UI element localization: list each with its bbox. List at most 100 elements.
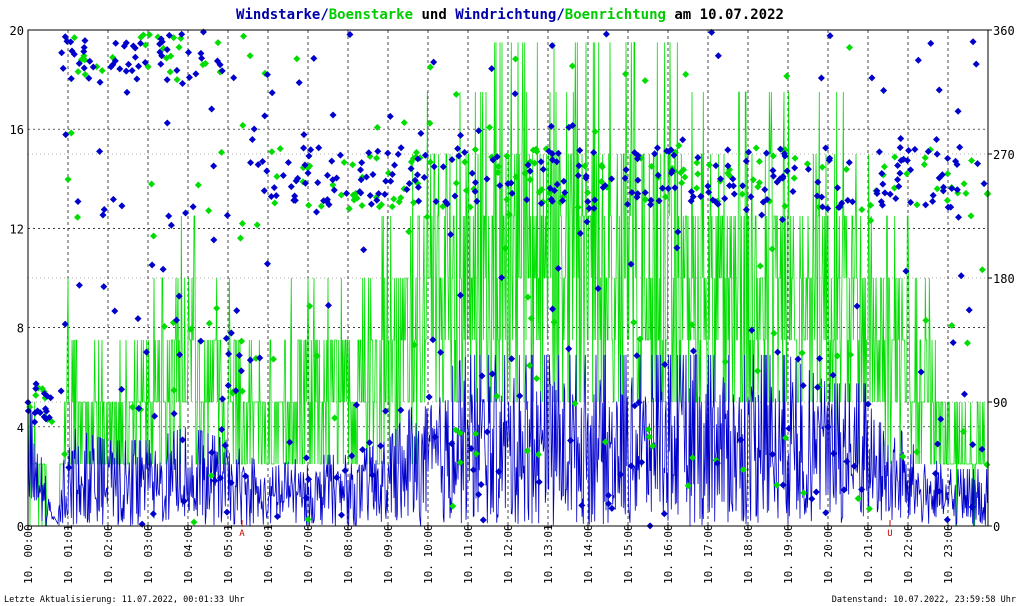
wind-direction-point: [323, 171, 331, 179]
wind-direction-point: [123, 88, 131, 96]
wind-direction-point: [373, 196, 381, 204]
wind-direction-point: [816, 355, 824, 363]
wind-direction-point: [366, 439, 374, 447]
wind-direction-point: [725, 182, 733, 190]
wind-direction-point: [627, 260, 635, 268]
wind-direction-point: [907, 166, 915, 174]
gust-direction-point: [681, 173, 689, 181]
gust-direction-point: [64, 175, 72, 183]
wind-direction-point: [584, 198, 592, 206]
wind-direction-point: [717, 175, 725, 183]
gust-direction-point: [238, 219, 246, 227]
wind-direction-point: [590, 149, 598, 157]
right-tick-label: 180: [993, 272, 1015, 286]
gust-direction-point: [426, 158, 434, 166]
gust-direction-point: [187, 325, 195, 333]
gust-direction-point: [411, 341, 419, 349]
wind-direction-point: [879, 180, 887, 188]
gust-direction-point: [680, 166, 688, 174]
wind-direction-point: [431, 433, 439, 441]
wind-direction-point: [814, 178, 822, 186]
wind-direction-point: [880, 86, 888, 94]
wind-direction-point: [384, 149, 392, 157]
gust-direction-point: [81, 71, 89, 79]
wind-direction-point: [178, 79, 186, 87]
gust-direction-point: [273, 172, 281, 180]
gust-direction-point: [128, 403, 136, 411]
wind-direction-point: [178, 30, 186, 38]
wind-direction-point: [948, 184, 956, 192]
x-tick-label: 10. 16:00: [662, 524, 675, 584]
wind-direction-point: [430, 163, 438, 171]
wind-direction-point: [694, 154, 702, 162]
x-tick-label: 10. 19:00: [782, 524, 795, 584]
wind-direction-point: [539, 165, 547, 173]
wind-direction-point: [742, 157, 750, 165]
wind-direction-point: [724, 162, 732, 170]
gust-direction-point: [773, 481, 781, 489]
wind-direction-point: [365, 149, 373, 157]
gust-direction-point: [644, 425, 652, 433]
wind-direction-point: [109, 195, 117, 203]
wind-series-line: [27, 354, 988, 527]
wind-direction-point: [830, 450, 838, 458]
wind-direction-point: [574, 172, 582, 180]
wind-direction-point: [210, 236, 218, 244]
gust-direction-point: [867, 216, 875, 224]
wind-direction-point: [969, 441, 977, 449]
wind-direction-point: [224, 381, 232, 389]
wind-direction-point: [665, 147, 673, 155]
wind-direction-point: [324, 301, 332, 309]
gust-direction-point: [693, 159, 701, 167]
wind-direction-point: [980, 180, 988, 188]
wind-direction-point: [954, 107, 962, 115]
wind-direction-point: [972, 60, 980, 68]
wind-direction-point: [287, 183, 295, 191]
gust-direction-point: [190, 518, 198, 526]
wind-direction-point: [377, 442, 385, 450]
wind-direction-point: [483, 428, 491, 436]
wind-direction-point: [70, 50, 78, 58]
wind-direction-point: [935, 487, 943, 495]
wind-direction-point: [897, 156, 905, 164]
wind-direction-point: [80, 44, 88, 52]
wind-direction-point: [780, 150, 788, 158]
gust-direction-point: [502, 244, 510, 252]
gust-direction-point: [920, 161, 928, 169]
wind-direction-point: [223, 211, 231, 219]
right-tick-label: 360: [993, 24, 1015, 38]
gust-direction-point: [61, 450, 69, 458]
wind-direction-point: [122, 39, 130, 47]
wind-direction-point: [965, 306, 973, 314]
wind-direction-point: [131, 53, 139, 61]
wind-direction-point: [576, 229, 584, 237]
left-tick-label: 12: [10, 222, 24, 236]
wind-direction-point: [647, 201, 655, 209]
wind-direction-point: [320, 197, 328, 205]
gust-direction-point: [305, 201, 313, 209]
wind-direction-point: [100, 206, 108, 214]
gust-direction-point: [313, 352, 321, 360]
wind-direction-point: [974, 160, 982, 168]
wind-direction-point: [118, 385, 126, 393]
wind-direction-point: [471, 178, 479, 186]
gust-direction-point: [983, 190, 991, 198]
wind-direction-point: [931, 470, 939, 478]
gust-direction-point: [899, 453, 907, 461]
wind-direction-point: [40, 390, 48, 398]
gust-direction-point: [412, 149, 420, 157]
wind-direction-point: [747, 193, 755, 201]
wind-direction-point: [330, 186, 338, 194]
gust-direction-point: [948, 321, 956, 329]
gust-direction-point: [240, 32, 248, 40]
wind-direction-point: [708, 28, 716, 36]
wind-direction-point: [769, 172, 777, 180]
wind-direction-point: [461, 148, 469, 156]
wind-direction-point: [415, 197, 423, 205]
wind-direction-point: [305, 152, 313, 160]
wind-direction-point: [180, 497, 188, 505]
wind-direction-point: [488, 370, 496, 378]
left-tick-label: 20: [10, 24, 24, 38]
